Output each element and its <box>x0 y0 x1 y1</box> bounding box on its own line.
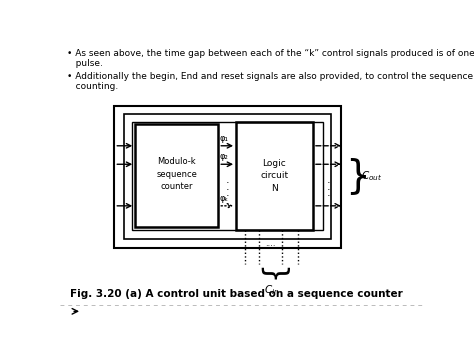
Bar <box>114 106 341 248</box>
Text: φ₂: φ₂ <box>220 152 228 161</box>
Text: .: . <box>327 188 330 198</box>
Text: circuit: circuit <box>260 171 289 180</box>
Text: .: . <box>225 182 229 192</box>
Text: }: } <box>257 266 286 285</box>
Text: • Additionally the begin, End and reset signals are also provided, to control th: • Additionally the begin, End and reset … <box>66 72 474 91</box>
Text: .: . <box>327 175 330 185</box>
Text: $C_{out}$: $C_{out}$ <box>361 169 382 183</box>
Text: Modulo-k: Modulo-k <box>157 158 196 166</box>
Bar <box>236 122 313 230</box>
Text: .: . <box>327 182 330 192</box>
Text: Fig. 3.20 (a) A control unit based on a sequence counter: Fig. 3.20 (a) A control unit based on a … <box>70 289 402 299</box>
Text: • As seen above, the time gap between each of the “k” control signals produced i: • As seen above, the time gap between ea… <box>66 49 474 68</box>
Text: $C_{in}$: $C_{in}$ <box>264 283 279 297</box>
Text: φₖ: φₖ <box>220 194 229 203</box>
Bar <box>135 124 219 228</box>
Text: .: . <box>225 188 229 198</box>
Text: ....: .... <box>265 240 276 248</box>
Bar <box>132 122 323 230</box>
Text: .: . <box>225 175 229 185</box>
Text: }: } <box>346 157 370 195</box>
Text: sequence: sequence <box>156 170 197 179</box>
Text: Logic: Logic <box>263 159 286 168</box>
Text: N: N <box>271 184 278 193</box>
Text: φ₁: φ₁ <box>220 134 228 143</box>
Text: counter: counter <box>161 182 193 191</box>
Bar <box>124 114 331 239</box>
